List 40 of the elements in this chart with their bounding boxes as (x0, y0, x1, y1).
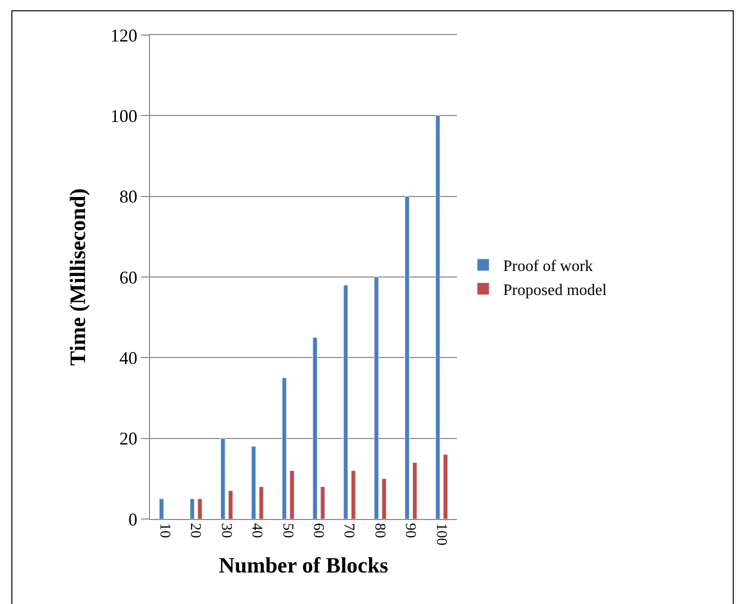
y-tick-label: 100 (110, 106, 138, 126)
x-tick-label: 60 (310, 523, 326, 538)
bar (443, 454, 448, 519)
y-tick-label: 60 (119, 267, 138, 288)
bar (404, 196, 410, 519)
x-tick-label: 70 (340, 523, 357, 538)
y-tick-label: 20 (119, 428, 138, 449)
x-tick-label: 80 (371, 523, 388, 538)
y-tick-label: 0 (128, 509, 138, 530)
bar (290, 470, 294, 519)
bar (343, 284, 348, 519)
bar (282, 378, 287, 519)
bar (228, 490, 233, 519)
bar (251, 446, 256, 519)
x-tick-label: 40 (248, 523, 265, 538)
y-tick-label: 40 (119, 348, 138, 368)
bar (159, 498, 164, 519)
x-tick-label: 100 (432, 523, 449, 546)
y-tick-label: 120 (110, 25, 138, 46)
bar (320, 486, 326, 519)
bar (312, 337, 318, 519)
y-tick-label: 80 (119, 186, 138, 207)
x-tick-label: 50 (279, 523, 296, 538)
bar (197, 498, 202, 519)
y-axis-title: Time (Millisecond) (65, 188, 90, 366)
x-tick-label: 10 (156, 523, 172, 538)
legend-label: Proof of work (503, 258, 593, 276)
bar (190, 498, 195, 519)
bar (435, 115, 440, 519)
bar (412, 462, 418, 519)
bar (220, 438, 226, 519)
bar (374, 276, 379, 519)
bar (382, 478, 386, 519)
x-tick-label: 90 (402, 523, 418, 538)
x-tick-label: 30 (218, 523, 234, 538)
legend-label: Proposed model (503, 282, 608, 299)
x-axis-title: Number of Blocks (218, 552, 389, 578)
bar (350, 470, 356, 519)
bar (258, 486, 264, 519)
x-tick-label: 20 (187, 523, 204, 538)
